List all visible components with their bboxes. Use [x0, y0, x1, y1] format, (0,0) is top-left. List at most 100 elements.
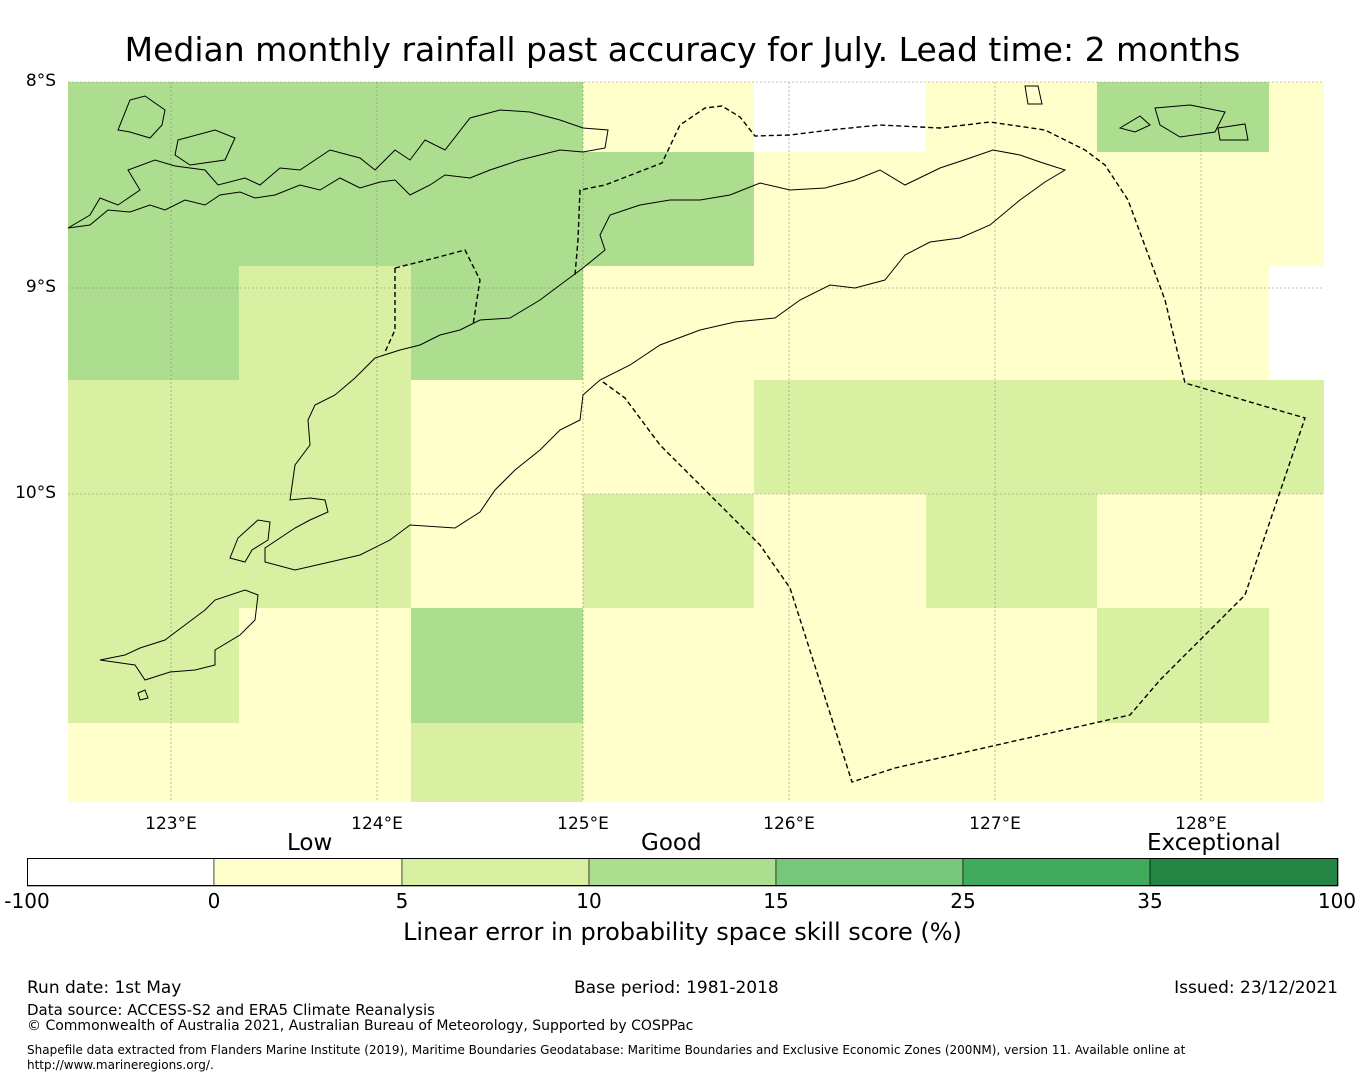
grid-cell-r4-c4	[754, 494, 926, 608]
colorbar-tick-minus100: -100	[4, 889, 50, 913]
lon-label-127e: 127°E	[969, 814, 1021, 834]
grid-cell-r5-c0	[68, 608, 239, 723]
colorbar-segment-1	[213, 858, 403, 887]
colorbar-segment-5	[962, 858, 1151, 887]
grid-cell-r6-c7	[1269, 723, 1324, 802]
grid-cell-r0-c6	[1097, 82, 1269, 152]
grid-cell-r6-c4	[754, 723, 926, 802]
grid-cell-r1-c1	[239, 152, 411, 266]
grid-cell-r4-c7	[1269, 494, 1324, 608]
colorbar-tick-0: 0	[207, 889, 221, 913]
grid-cell-r0-c1	[239, 82, 411, 152]
coastline-atauro	[1024, 85, 1043, 105]
colorbar-segment-0	[27, 858, 215, 887]
coastline-north-islet-2	[174, 129, 236, 166]
copyright-notice: © Commonwealth of Australia 2021, Austra…	[27, 1018, 694, 1034]
grid-cell-r6-c2	[411, 723, 583, 802]
shapefile-credit: Shapefile data extracted from Flanders M…	[27, 1043, 1186, 1072]
rainfall-skill-map	[67, 81, 1324, 802]
lat-label-10s: 10°S	[15, 483, 56, 503]
coastline-timor	[264, 149, 1067, 571]
colorbar	[27, 858, 1339, 887]
coastline-flores-alor	[67, 109, 609, 229]
coastline-rote	[99, 589, 259, 681]
grid-cell-r2-c2	[411, 266, 583, 380]
grid-cell-r6-c5	[926, 723, 1097, 802]
grid-cell-r3-c5	[926, 380, 1097, 494]
grid-cell-r2-c3	[583, 266, 754, 380]
grid-cell-r5-c7	[1269, 608, 1324, 723]
grid-cell-r3-c3	[583, 380, 754, 494]
grid-cell-r1-c6	[1097, 152, 1269, 266]
colorbar-tick-35: 35	[1137, 889, 1163, 913]
lon-label-123e: 123°E	[145, 814, 197, 834]
coastlines	[67, 85, 1249, 701]
grid-cell-r1-c5	[926, 152, 1097, 266]
colorbar-segment-3	[588, 858, 777, 887]
lon-label-124e: 124°E	[351, 814, 403, 834]
grid-cell-r0-c3	[583, 82, 754, 152]
grid-cell-r4-c0	[68, 494, 239, 608]
grid-cell-r4-c3	[583, 494, 754, 608]
grid-cell-r3-c4	[754, 380, 926, 494]
lon-label-126e: 126°E	[763, 814, 815, 834]
grid-cell-r0-c7	[1269, 82, 1324, 152]
grid-cell-r0-c2	[411, 82, 583, 152]
grid-cell-r1-c0	[68, 152, 239, 266]
grid-cell-r6-c6	[1097, 723, 1269, 802]
grid-cell-r3-c7	[1269, 380, 1324, 494]
run-date: Run date: 1st May	[27, 978, 182, 998]
skill-grid	[68, 82, 1324, 802]
grid-cell-r1-c4	[754, 152, 926, 266]
graticule	[68, 81, 1324, 802]
colorbar-tick-25: 25	[950, 889, 976, 913]
grid-cell-r0-c0	[68, 82, 239, 152]
grid-cell-r0-c4	[754, 82, 926, 152]
grid-cell-r6-c0	[68, 723, 239, 802]
colorbar-segment-2	[401, 858, 590, 887]
grid-cell-r1-c7	[1269, 152, 1324, 266]
lat-label-8s: 8°S	[25, 71, 56, 91]
lon-label-128e: 128°E	[1175, 814, 1227, 834]
category-label-exceptional: Exceptional	[1147, 830, 1281, 856]
colorbar-segment-6	[1149, 858, 1339, 887]
coastline-semau	[229, 519, 271, 563]
grid-cell-r6-c3	[583, 723, 754, 802]
grid-cell-r4-c5	[926, 494, 1097, 608]
grid-cell-r5-c2	[411, 608, 583, 723]
grid-cell-r3-c1	[239, 380, 411, 494]
colorbar-tick-15: 15	[763, 889, 789, 913]
grid-cell-r3-c0	[68, 380, 239, 494]
data-source: Data source: ACCESS-S2 and ERA5 Climate …	[27, 1001, 435, 1019]
grid-cell-r3-c6	[1097, 380, 1269, 494]
coastline-ndana	[137, 689, 149, 701]
grid-cell-r3-c2	[411, 380, 583, 494]
base-period: Base period: 1981-2018	[574, 978, 779, 998]
colorbar-tick-5: 5	[395, 889, 409, 913]
grid-cell-r2-c1	[239, 266, 411, 380]
timor-leste-eez-boundary	[574, 105, 1306, 783]
category-label-low: Low	[287, 830, 333, 856]
colorbar-title: Linear error in probability space skill …	[403, 918, 962, 946]
grid-cell-r2-c0	[68, 266, 239, 380]
lat-label-9s: 9°S	[25, 277, 56, 297]
grid-cell-r5-c4	[754, 608, 926, 723]
coastline-north-islet-1	[117, 95, 166, 139]
grid-cell-r1-c2	[411, 152, 583, 266]
grid-cell-r2-c6	[1097, 266, 1269, 380]
grid-cell-r5-c6	[1097, 608, 1269, 723]
coastline-wetar	[1118, 104, 1249, 141]
category-label-good: Good	[641, 830, 702, 856]
grid-cell-r1-c3	[583, 152, 754, 266]
colorbar-tick-100: 100	[1317, 889, 1357, 913]
oecusse-eez-boundary	[384, 249, 481, 353]
grid-cell-r5-c1	[239, 608, 411, 723]
grid-cell-r2-c5	[926, 266, 1097, 380]
grid-cell-r6-c1	[239, 723, 411, 802]
grid-cell-r4-c6	[1097, 494, 1269, 608]
lon-label-125e: 125°E	[557, 814, 609, 834]
grid-cell-r5-c3	[583, 608, 754, 723]
map-title: Median monthly rainfall past accuracy fo…	[124, 30, 1241, 69]
issued-date: Issued: 23/12/2021	[1174, 978, 1338, 998]
grid-cell-r0-c5	[926, 82, 1097, 152]
